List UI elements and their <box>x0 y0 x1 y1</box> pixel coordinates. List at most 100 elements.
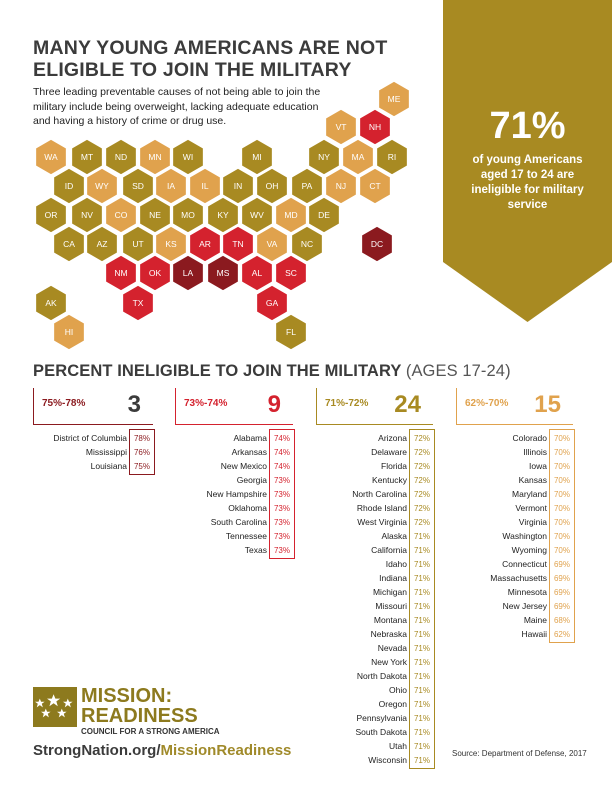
callout-banner <box>443 0 612 322</box>
group-range: 62%-70% <box>465 398 509 409</box>
state-percent: 71% <box>413 559 430 569</box>
state-label: VT <box>336 122 347 132</box>
state-hex-mi: MI <box>240 138 274 176</box>
state-hex-tx: TX <box>121 284 155 322</box>
group-rows: Alabama 74% Arkansas 74% New Mexico 74% Georgi… <box>207 431 293 557</box>
state-label: WI <box>183 152 193 162</box>
state-percent: 71% <box>413 713 430 723</box>
state-name: Colorado <box>512 433 548 443</box>
state-hex-shape <box>255 225 289 263</box>
state-row: Maryland 70% <box>490 487 573 501</box>
state-hex-ri: RI <box>375 138 409 176</box>
state-hex-shape <box>138 254 172 292</box>
state-percent: 72% <box>413 475 430 485</box>
state-percent: 75% <box>133 461 150 471</box>
state-name: Indiana <box>379 573 407 583</box>
group-count: 3 <box>127 391 141 418</box>
state-hex-me: ME <box>377 80 411 118</box>
state-row: Missouri 71% <box>352 599 433 613</box>
state-row: Montana 71% <box>352 613 433 627</box>
state-hex-shape <box>341 138 375 176</box>
state-row: New Hampshire 73% <box>207 487 293 501</box>
state-label: MA <box>352 152 365 162</box>
website-link[interactable]: StrongNation.org/MissionReadiness <box>33 742 291 759</box>
state-percent: 71% <box>413 685 430 695</box>
state-percent: 70% <box>553 503 570 513</box>
state-hex-ar: AR <box>188 225 222 263</box>
state-percent: 72% <box>413 503 430 513</box>
state-row: Kansas 70% <box>490 473 573 487</box>
state-label: FL <box>286 327 296 337</box>
group-count: 24 <box>394 391 421 418</box>
state-percent: 72% <box>413 489 430 499</box>
state-percent: 71% <box>413 741 430 751</box>
state-name: Arizona <box>378 433 407 443</box>
state-label: HI <box>65 327 74 337</box>
state-name: North Dakota <box>356 671 407 681</box>
state-hex-shape <box>324 108 358 146</box>
title-line-2: ELIGIBLE TO JOIN THE MILITARY <box>33 59 352 81</box>
state-hex-ga: GA <box>255 284 289 322</box>
state-name: Louisiana <box>90 461 127 471</box>
state-percent: 73% <box>273 545 290 555</box>
state-row: Tennessee 73% <box>207 529 293 543</box>
state-hex-mo: MO <box>171 196 205 234</box>
state-hex-shape <box>274 313 308 351</box>
state-label: TN <box>232 239 243 249</box>
state-percent: 72% <box>413 433 430 443</box>
state-hex-ia: IA <box>154 167 188 205</box>
state-label: WY <box>95 181 109 191</box>
mission-readiness-logo-icon <box>33 687 77 727</box>
state-label: LA <box>183 268 194 278</box>
state-hex-shape <box>70 196 104 234</box>
state-name: Mississippi <box>85 447 127 457</box>
logo-line-2: READINESS <box>81 705 198 727</box>
state-hex-nm: NM <box>104 254 138 292</box>
state-name: Georgia <box>236 475 267 485</box>
state-hex-shape <box>34 138 68 176</box>
state-row: California 71% <box>352 543 433 557</box>
state-percent: 70% <box>553 461 570 471</box>
state-hex-tn: TN <box>221 225 255 263</box>
state-hex-shape <box>85 167 119 205</box>
state-name: Florida <box>381 461 407 471</box>
state-row: Virginia 70% <box>490 515 573 529</box>
state-hex-co: CO <box>104 196 138 234</box>
state-hex-shape <box>188 167 222 205</box>
state-label: AZ <box>97 239 108 249</box>
state-name: Arkansas <box>231 447 267 457</box>
state-label: OH <box>266 181 279 191</box>
state-name: Connecticut <box>502 559 547 569</box>
state-row: New York 71% <box>352 655 433 669</box>
state-percent: 71% <box>413 699 430 709</box>
state-label: OK <box>149 268 162 278</box>
state-row: Massachusetts 69% <box>490 571 573 585</box>
state-hex-nd: ND <box>104 138 138 176</box>
state-percent: 74% <box>273 433 290 443</box>
page-title: MANY YOUNG AMERICANS ARE NOT ELIGIBLE TO… <box>33 37 433 81</box>
percent-box <box>409 429 435 769</box>
state-name: Alaska <box>381 531 407 541</box>
state-label: CO <box>115 210 128 220</box>
state-hex-fl: FL <box>274 313 308 351</box>
state-row: Maine 68% <box>490 613 573 627</box>
state-percent: 70% <box>553 447 570 457</box>
state-hex-ks: KS <box>154 225 188 263</box>
state-percent: 71% <box>413 657 430 667</box>
state-hex-sd: SD <box>121 167 155 205</box>
state-percent: 69% <box>553 587 570 597</box>
state-name: Oklahoma <box>228 503 267 513</box>
state-row: Rhode Island 72% <box>352 501 433 515</box>
state-hex-va: VA <box>255 225 289 263</box>
state-label: CT <box>369 181 380 191</box>
state-label: AR <box>199 239 211 249</box>
state-hex-mt: MT <box>70 138 104 176</box>
state-name: Massachusetts <box>490 573 547 583</box>
state-name: Wisconsin <box>368 755 407 765</box>
state-percent: 69% <box>553 559 570 569</box>
state-hex-shape <box>240 196 274 234</box>
state-hex-sc: SC <box>274 254 308 292</box>
state-hex-shape <box>307 138 341 176</box>
group-column-2: 73%-74% 9 Alabama 74% Arkansas 74% New Mexico 7… <box>175 388 295 778</box>
state-label: NM <box>114 268 127 278</box>
